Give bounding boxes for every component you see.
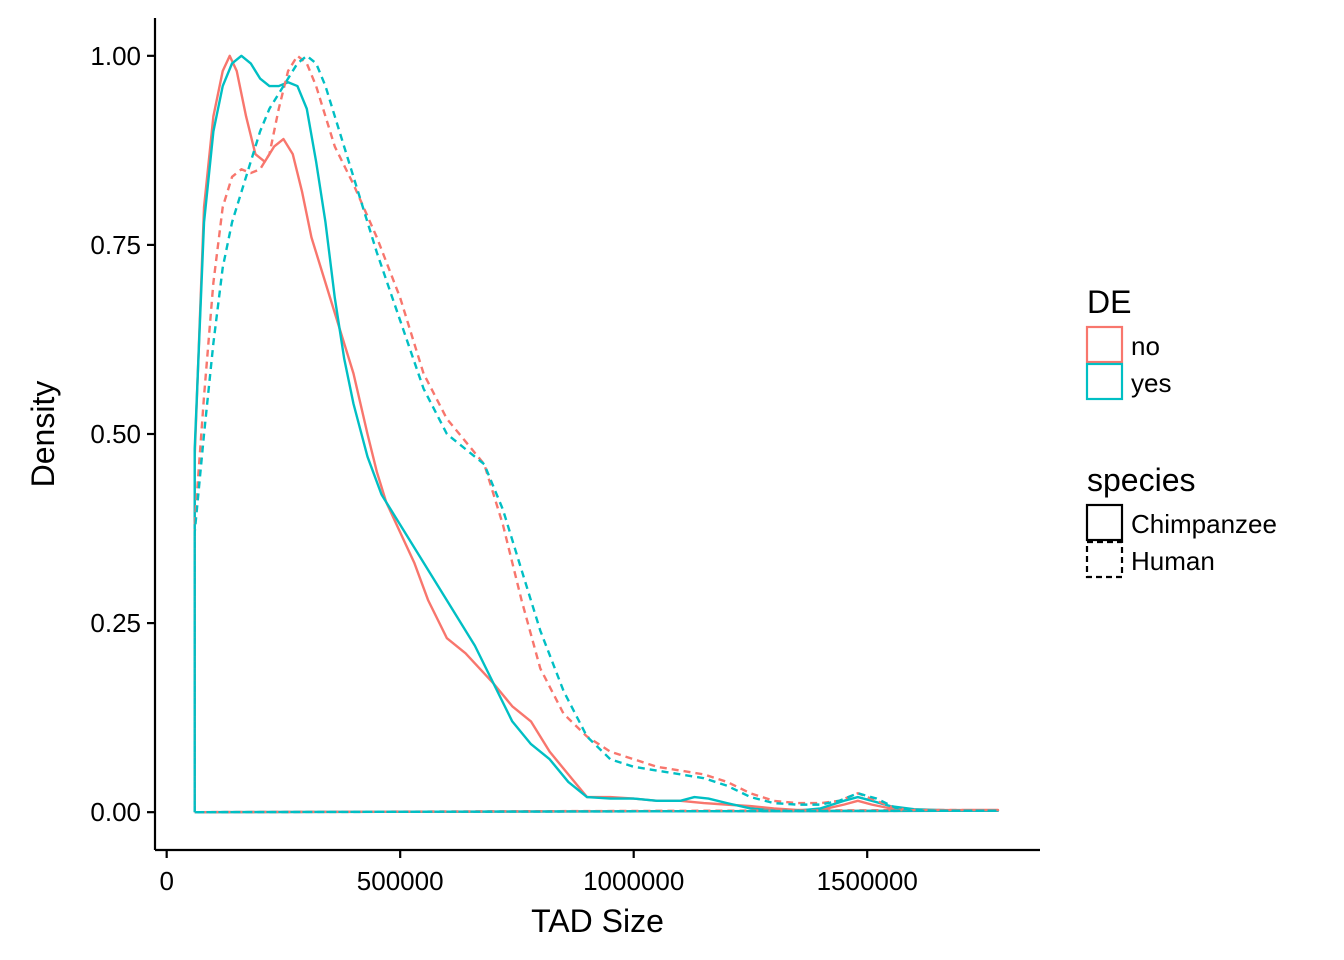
y-tick-label: 0.25: [90, 608, 141, 638]
legend-label-no: no: [1131, 331, 1160, 361]
density-line-yes-human: [193, 54, 1000, 814]
legend-key-human: [1085, 540, 1124, 579]
legend-key-no: [1085, 325, 1124, 364]
y-tick-label: 1.00: [90, 41, 141, 71]
x-tick-label: 1500000: [817, 866, 918, 896]
y-tick-label: 0.75: [90, 230, 141, 260]
y-axis-title: Density: [25, 381, 61, 488]
x-tick-label: 1000000: [583, 866, 684, 896]
x-axis-title: TAD Size: [531, 903, 664, 939]
legend-label-yes: yes: [1131, 368, 1171, 398]
y-tick-label: 0.00: [90, 797, 141, 827]
legend-key-yes: [1085, 362, 1124, 401]
x-tick-label: 500000: [357, 866, 444, 896]
density-line-no-human: [193, 54, 1000, 814]
legend-key-chimpanzee: [1085, 503, 1124, 542]
y-tick-label: 0.50: [90, 419, 141, 449]
legend-label-human: Human: [1131, 546, 1215, 576]
x-axis-ticks: 0 500000 1000000 1500000: [159, 850, 918, 896]
legend-title-species: species: [1087, 462, 1196, 498]
plot-lines: [193, 54, 1000, 814]
density-line-no-chimpanzee: [193, 54, 1000, 814]
legend-label-chimpanzee: Chimpanzee: [1131, 509, 1277, 539]
legend-title-de: DE: [1087, 284, 1131, 320]
x-tick-label: 0: [159, 866, 173, 896]
y-axis-ticks: 0.00 0.25 0.50 0.75 1.00: [90, 41, 155, 827]
density-line-yes-chimpanzee: [193, 54, 1000, 814]
